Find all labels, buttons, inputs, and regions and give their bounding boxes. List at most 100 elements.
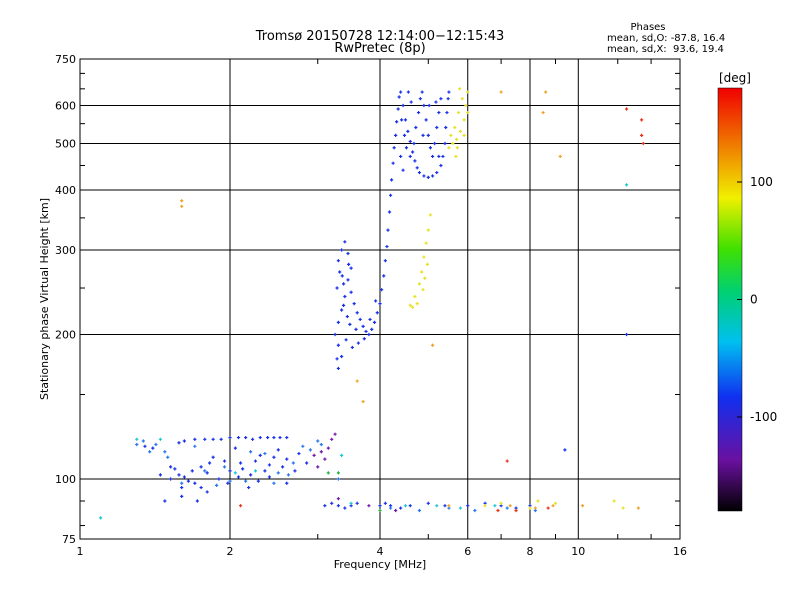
data-point: [533, 506, 537, 510]
data-point: [341, 303, 346, 307]
data-point: [297, 451, 301, 456]
data-point: [546, 506, 550, 510]
grid-lines: [80, 59, 680, 539]
x-tick-labels: 1 2 4 6 8 10 16: [77, 545, 688, 558]
x-tick-label: 6: [464, 545, 471, 558]
data-point: [250, 437, 255, 441]
data-point: [219, 437, 223, 441]
data-point: [222, 465, 227, 469]
data-point: [493, 504, 497, 508]
data-point: [402, 133, 407, 137]
data-point: [437, 110, 441, 115]
data-point: [266, 435, 270, 440]
data-point: [417, 508, 422, 513]
data-point: [433, 141, 437, 146]
data-point: [641, 141, 645, 146]
y-tick-label: 100: [55, 473, 76, 486]
data-point: [453, 125, 457, 130]
x-tick-label: 1: [77, 545, 84, 558]
data-point: [368, 317, 372, 322]
data-point: [285, 481, 289, 485]
data-point: [455, 137, 459, 141]
data-point: [256, 479, 260, 483]
data-point: [258, 453, 262, 458]
data-point: [426, 175, 430, 180]
data-point: [385, 244, 389, 249]
data-point: [305, 461, 309, 465]
data-point: [499, 501, 503, 505]
data-point: [410, 305, 415, 309]
data-point: [278, 435, 282, 440]
data-point: [636, 506, 640, 510]
y-tick-label: 200: [55, 329, 76, 342]
data-point: [378, 508, 382, 513]
data-point: [418, 97, 422, 101]
data-point: [244, 435, 248, 440]
data-point: [333, 332, 337, 337]
data-point: [435, 504, 439, 508]
data-point: [508, 504, 512, 508]
data-point: [293, 469, 297, 473]
data-point: [380, 288, 384, 292]
data-point: [396, 107, 400, 111]
data-point: [163, 499, 167, 503]
colorbar-label: [deg]: [719, 71, 751, 85]
data-point: [316, 439, 320, 443]
data-point: [558, 154, 562, 159]
data-point: [416, 110, 421, 115]
data-point: [361, 399, 365, 404]
data-point: [267, 475, 272, 479]
data-point: [336, 343, 340, 347]
data-point: [435, 170, 439, 175]
plot-frame: [79, 58, 681, 540]
data-point: [624, 107, 629, 111]
data-point: [236, 435, 241, 440]
data-point: [186, 479, 190, 483]
data-point: [423, 276, 427, 280]
data-point: [348, 322, 352, 326]
data-point: [291, 461, 295, 465]
data-point: [286, 473, 291, 477]
data-point: [640, 118, 644, 122]
data-point: [247, 485, 251, 490]
phase-box-line-o: mean, sd,O: -87.8, 16.4: [607, 33, 725, 44]
data-point: [415, 166, 419, 170]
data-point: [211, 437, 215, 441]
data-point: [182, 475, 186, 479]
data-point: [514, 508, 518, 513]
data-point: [336, 259, 340, 263]
colorbar-tick-label: 0: [750, 293, 758, 307]
data-point: [399, 154, 403, 159]
data-point: [203, 437, 207, 441]
data-point: [443, 141, 447, 146]
data-point: [193, 481, 197, 485]
y-axis-label: Stationary phase Virtual Height [km]: [38, 198, 51, 400]
data-point: [370, 327, 374, 331]
data-point: [169, 477, 173, 481]
data-point: [340, 453, 344, 458]
data-point: [426, 501, 430, 505]
data-point: [323, 504, 327, 508]
data-point: [263, 451, 267, 456]
data-point: [364, 329, 368, 334]
data-point: [391, 161, 395, 165]
data-point: [449, 133, 453, 137]
data-point: [338, 270, 342, 274]
data-point: [563, 448, 567, 452]
data-point: [413, 294, 417, 299]
data-point: [437, 154, 441, 159]
data-point: [444, 125, 448, 130]
x-tick-label: 2: [227, 545, 234, 558]
data-point: [458, 506, 463, 510]
data-point: [420, 90, 424, 94]
phase-box-line-x: mean, sd,X: 93.6, 19.4: [607, 44, 724, 55]
data-point: [203, 469, 207, 473]
data-point: [395, 120, 399, 124]
data-point: [158, 473, 163, 477]
data-point: [394, 508, 398, 513]
data-point: [358, 317, 362, 322]
y-tick-label: 300: [55, 244, 76, 257]
data-point: [426, 228, 430, 232]
data-point: [180, 204, 184, 208]
y-tick-label: 750: [55, 53, 76, 66]
